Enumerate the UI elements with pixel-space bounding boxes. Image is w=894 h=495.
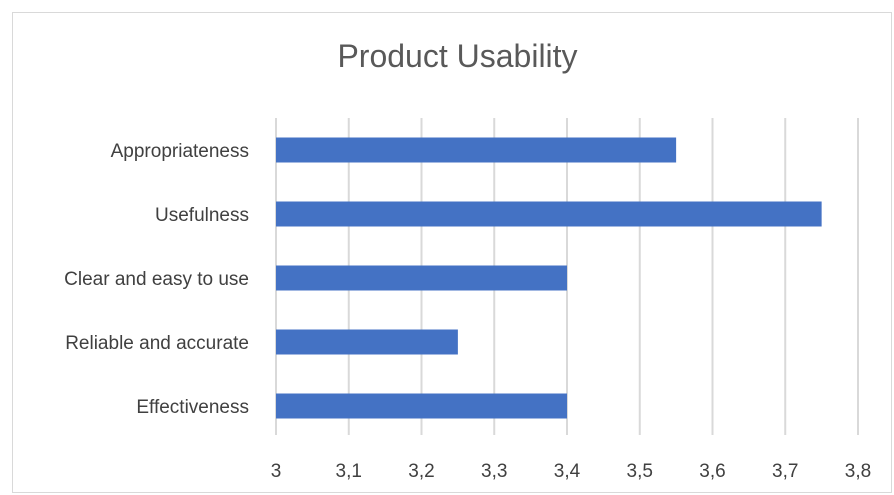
x-tick-label: 3,5 — [627, 461, 653, 482]
category-label: Appropriateness — [111, 141, 249, 162]
x-tick-labels: 3 3,1 3,2 3,3 3,4 3,5 3,6 3,7 3,8 — [271, 461, 872, 482]
category-label: Reliable and accurate — [65, 333, 249, 354]
bar — [276, 265, 567, 291]
x-tick-label: 3,2 — [408, 461, 434, 482]
x-tick-label: 3,1 — [336, 461, 362, 482]
x-tick-label: 3,3 — [481, 461, 507, 482]
category-label: Usefulness — [155, 205, 249, 226]
bars — [276, 137, 822, 419]
x-tick-label: 3 — [271, 461, 282, 482]
category-labels: Appropriateness Usefulness Clear and easy … — [64, 141, 249, 418]
bar — [276, 137, 677, 163]
bar — [276, 393, 567, 419]
bar — [276, 329, 458, 355]
x-tick-label: 3,8 — [845, 461, 871, 482]
x-tick-label: 3,7 — [772, 461, 798, 482]
bar — [276, 201, 822, 227]
category-label: Clear and easy to use — [64, 269, 249, 290]
category-label: Effectiveness — [136, 397, 249, 418]
chart-title: Product Usability — [337, 38, 578, 74]
x-tick-label: 3,6 — [699, 461, 725, 482]
x-tick-label: 3,4 — [554, 461, 581, 482]
